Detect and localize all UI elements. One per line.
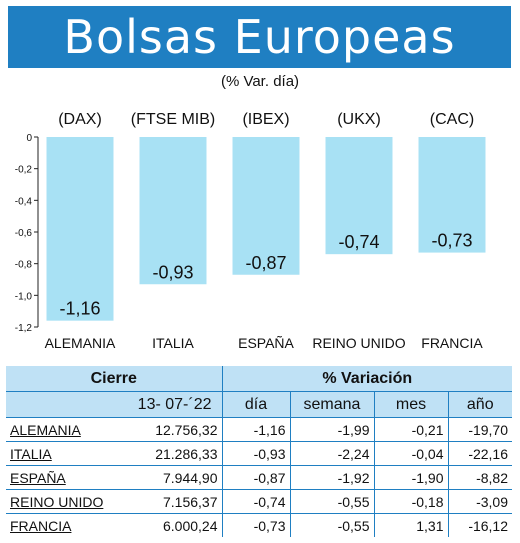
index-label: (IBEX) bbox=[242, 111, 289, 128]
bar bbox=[325, 137, 393, 255]
cell-semana: -1,92 bbox=[289, 465, 374, 490]
bar-chart: 0 -0,2 -0,4 -0,6 -0,8 -1,0 -1,2 (DAX) ALEMANIA -1… bbox=[15, 111, 486, 351]
y-tick-label: 0 bbox=[26, 133, 32, 144]
cell-ano: -16,12 bbox=[447, 513, 513, 537]
bar bbox=[418, 137, 486, 253]
data-label: -1,16 bbox=[59, 299, 100, 319]
cell-cierre: 6.000,24 bbox=[163, 517, 218, 534]
cell-ano: -19,70 bbox=[447, 417, 513, 442]
cierre-header: Cierre bbox=[6, 366, 222, 392]
page-title: Bolsas Europeas bbox=[63, 10, 456, 64]
cell-semana: -0,55 bbox=[289, 489, 374, 514]
cell-mes: -0,18 bbox=[373, 489, 448, 514]
table-row: ESPAÑA 7.944,90 -0,87 -1,92 -1,90 -8,82 bbox=[6, 465, 513, 490]
cell-dia: -0,74 bbox=[221, 489, 290, 514]
index-label: (CAC) bbox=[430, 111, 474, 128]
bar bbox=[139, 137, 207, 285]
cell-dia: -1,16 bbox=[221, 417, 290, 442]
data-label: -0,73 bbox=[431, 231, 472, 251]
cell-cierre: 7.944,90 bbox=[126, 465, 222, 490]
x-tick-label: ITALIA bbox=[152, 335, 194, 351]
data-label: -0,74 bbox=[338, 232, 379, 252]
x-tick-label: REINO UNIDO bbox=[312, 335, 405, 351]
variacion-header: % Variación bbox=[221, 366, 513, 392]
cell-cierre: 21.286,33 bbox=[126, 441, 222, 466]
x-tick-label: ALEMANIA bbox=[45, 335, 116, 351]
col-ano: año bbox=[447, 391, 513, 418]
table-body: ALEMANIA 12.756,32 -1,16 -1,99 -0,21 -19,70 IT… bbox=[6, 417, 513, 537]
cell-name: FRANCIA bbox=[10, 517, 72, 534]
cell-mes: -0,04 bbox=[373, 441, 448, 466]
index-label: (UKX) bbox=[337, 111, 381, 128]
bar bbox=[232, 137, 300, 275]
chart-subtitle: (% Var. día) bbox=[220, 73, 300, 90]
y-tick-label: -0,8 bbox=[15, 260, 33, 271]
table-row: REINO UNIDO 7.156,37 -0,74 -0,55 -0,18 -3,09 bbox=[6, 489, 513, 514]
title-banner: Bolsas Europeas bbox=[8, 6, 511, 68]
cell-name: ITALIA bbox=[6, 441, 126, 466]
x-tick-label: ESPAÑA bbox=[238, 335, 294, 351]
cell-name: ALEMANIA bbox=[6, 417, 126, 442]
cell-ano: -8,82 bbox=[447, 465, 513, 490]
cell-mes: 1,31 bbox=[373, 513, 448, 537]
cell-dia: -0,73 bbox=[221, 513, 290, 537]
cell-mes: -0,21 bbox=[373, 417, 448, 442]
col-dia: día bbox=[221, 391, 290, 418]
cell-semana: -1,99 bbox=[289, 417, 374, 442]
table-row: FRANCIA 6.000,24 -0,73 -0,55 1,31 -16,12 bbox=[6, 513, 513, 537]
y-tick-label: -1,0 bbox=[15, 291, 33, 302]
cell-name: REINO UNIDO bbox=[6, 489, 126, 514]
index-label: (DAX) bbox=[58, 111, 102, 128]
date-header: 13- 07-´22 bbox=[126, 391, 222, 418]
cell-dia: -0,93 bbox=[221, 441, 290, 466]
y-tick-label: -0,2 bbox=[15, 165, 33, 176]
cell-ano: -22,16 bbox=[447, 441, 513, 466]
cell-semana: -0,55 bbox=[289, 513, 374, 537]
cell-cierre: 12.756,32 bbox=[126, 417, 222, 442]
data-label: -0,87 bbox=[245, 253, 286, 273]
name-header-blank bbox=[6, 391, 126, 418]
cell-mes: -1,90 bbox=[373, 465, 448, 490]
col-semana: semana bbox=[289, 391, 374, 418]
bar bbox=[46, 137, 114, 321]
table-row: ALEMANIA 12.756,32 -1,16 -1,99 -0,21 -19,70 bbox=[6, 417, 513, 442]
table-row: ITALIA 21.286,33 -0,93 -2,24 -0,04 -22,16 bbox=[6, 441, 513, 466]
cell-semana: -2,24 bbox=[289, 441, 374, 466]
cell-ano: -3,09 bbox=[447, 489, 513, 514]
y-tick-label: -1,2 bbox=[15, 323, 33, 334]
cell-cierre: 7.156,37 bbox=[126, 489, 222, 514]
x-tick-label: FRANCIA bbox=[421, 335, 483, 351]
y-tick-label: -0,4 bbox=[15, 196, 33, 207]
cell-dia: -0,87 bbox=[221, 465, 290, 490]
closing-table: Cierre % Variación 13- 07-´22 día semana… bbox=[6, 366, 514, 537]
y-tick-label: -0,6 bbox=[15, 228, 33, 239]
col-mes: mes bbox=[373, 391, 448, 418]
data-label: -0,93 bbox=[152, 262, 193, 282]
cell-name: ESPAÑA bbox=[6, 465, 126, 490]
index-label: (FTSE MIB) bbox=[131, 111, 215, 128]
